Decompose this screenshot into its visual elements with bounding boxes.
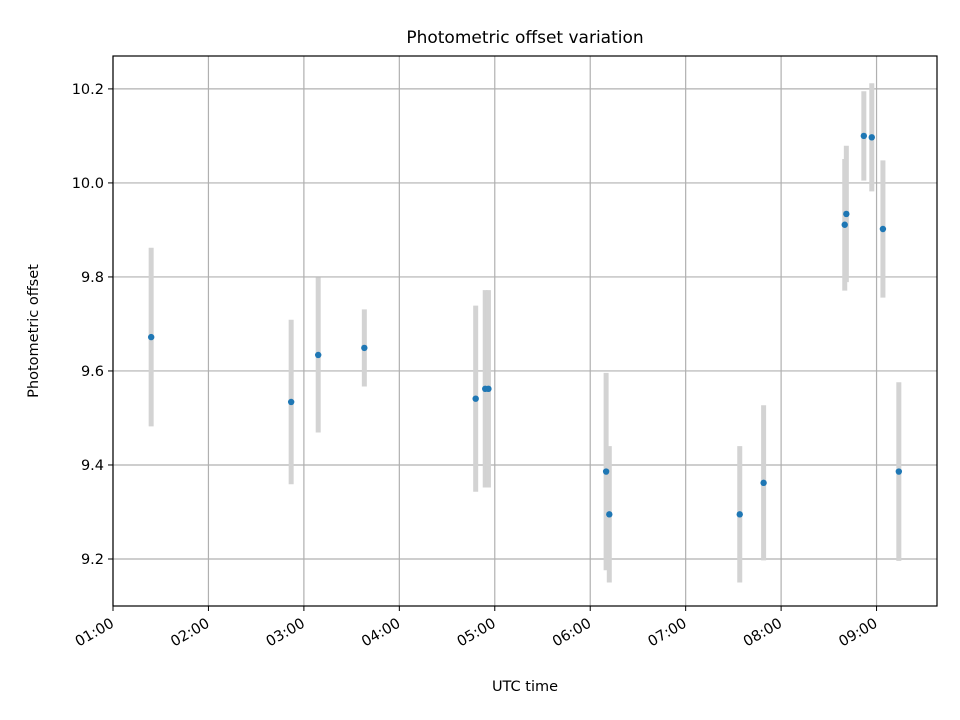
x-tick-label: 03:00 — [264, 616, 308, 651]
data-point — [736, 511, 743, 518]
x-tick-label: 02:00 — [168, 616, 212, 651]
y-tick-label: 10.0 — [72, 176, 104, 192]
data-point — [485, 385, 492, 393]
x-axis-label: UTC time — [492, 679, 558, 695]
y-tick-label: 10.2 — [72, 82, 104, 98]
x-axis-ticks: 01:00 02:00 03:00 04:00 05:00 06:00 07:00 08:00… — [73, 606, 881, 650]
data-point — [868, 134, 875, 141]
x-tick-label: 07:00 — [645, 616, 689, 651]
data-point — [841, 221, 848, 228]
data-point — [606, 511, 613, 518]
chart-title: Photometric offset variation — [406, 28, 643, 48]
error-bars — [148, 83, 902, 583]
data-point — [602, 468, 610, 475]
data-point — [147, 333, 155, 341]
x-tick-label: 01:00 — [73, 616, 117, 651]
grid — [112, 56, 937, 606]
y-tick-label: 9.6 — [81, 364, 104, 380]
x-tick-label: 04:00 — [359, 616, 403, 651]
y-tick-label: 9.4 — [81, 458, 104, 474]
y-axis-ticks: 9.2 9.4 9.6 9.8 10.0 10.2 — [72, 82, 113, 568]
data-points — [147, 132, 903, 518]
data-point — [472, 395, 479, 402]
data-point — [843, 210, 850, 218]
x-tick-label: 05:00 — [455, 616, 499, 651]
x-tick-label: 06:00 — [550, 616, 594, 651]
data-point — [879, 225, 887, 233]
x-tick-label: 09:00 — [836, 616, 880, 651]
y-tick-label: 9.2 — [81, 552, 104, 568]
plot-frame — [112, 55, 938, 607]
data-point — [315, 351, 322, 359]
y-axis-label: Photometric offset — [26, 264, 42, 398]
data-point — [361, 344, 368, 352]
data-point — [287, 398, 295, 406]
data-point — [760, 479, 767, 487]
y-tick-label: 9.8 — [81, 270, 104, 286]
data-point — [895, 468, 903, 475]
data-point — [860, 132, 868, 140]
x-tick-label: 08:00 — [741, 616, 785, 651]
